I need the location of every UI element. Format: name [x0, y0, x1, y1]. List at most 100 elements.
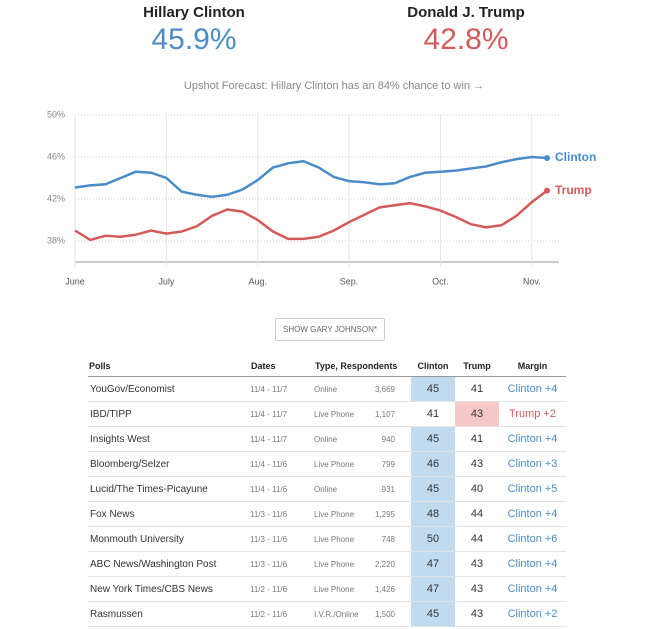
margin: Trump +2 [499, 401, 566, 427]
column-header: Dates [250, 355, 314, 377]
column-header: Type, Respondents [314, 355, 411, 377]
poll-name: Bloomberg/Selzer [88, 451, 250, 477]
poll-name: Monmouth University [88, 526, 250, 552]
poll-respondents: 748 [381, 534, 395, 544]
margin: Clinton +5 [499, 476, 566, 502]
x-tick-label: July [158, 276, 175, 286]
poll-type-text: Live Phone [314, 584, 355, 594]
poll-type: I.V.R./Online 1,500 [314, 601, 411, 627]
poll-type-text: Live Phone [314, 534, 355, 544]
show-johnson-button[interactable]: SHOW GARY JOHNSON* [275, 318, 385, 341]
poll-row: Bloomberg/Selzer 11/4 - 11/6 Live Phone 799… [88, 451, 566, 477]
trump-pct: 43 [455, 401, 499, 427]
poll-respondents: 2,220 [374, 559, 395, 569]
x-tick-label: Aug. [248, 276, 267, 286]
column-header: Polls [88, 355, 250, 377]
poll-name: New York Times/CBS News [88, 576, 250, 602]
series-line [74, 155, 548, 199]
poll-type-text: I.V.R./Online [314, 609, 359, 619]
poll-row: Fox News 11/3 - 11/6 Live Phone 1,295 48 44 Cl… [88, 501, 566, 527]
poll-row: Lucid/The Times-Picayune 11/4 - 11/6 Onlin… [88, 476, 566, 502]
poll-row: ABC News/Washington Post 11/3 - 11/6 Live … [88, 551, 566, 577]
x-tick-label: Sep. [340, 276, 359, 286]
end-point [544, 187, 550, 194]
trump-pct: 43 [455, 551, 499, 577]
poll-type: Live Phone 748 [314, 526, 411, 552]
poll-type: Live Phone 799 [314, 451, 411, 477]
poll-respondents: 1,107 [374, 409, 395, 419]
clinton-pct: 48 [411, 501, 455, 527]
candidate: Hillary Clinton 45.9% [94, 4, 294, 57]
margin: Clinton +4 [499, 501, 566, 527]
poll-dates: 11/4 - 11/6 [250, 476, 314, 502]
clinton-pct: 46 [411, 451, 455, 477]
margin: Clinton +4 [499, 376, 566, 402]
poll-table: Polls Dates Type, Respondents Clinton Trump M… [88, 355, 566, 627]
end-point [544, 155, 550, 162]
poll-type: Live Phone 1,426 [314, 576, 411, 602]
poll-row: Rasmussen 11/2 - 11/6 I.V.R./Online 1,500 45… [88, 601, 566, 627]
trump-pct: 41 [455, 376, 499, 402]
poll-name: Insights West [88, 426, 250, 452]
poll-dates: 11/4 - 11/7 [250, 376, 314, 402]
poll-type: Live Phone 1,295 [314, 501, 411, 527]
poll-dates: 11/2 - 11/6 [250, 576, 314, 602]
poll-name: Fox News [88, 501, 250, 527]
poll-row: Monmouth University 11/3 - 11/6 Live Phone… [88, 526, 566, 552]
series-line [74, 189, 548, 242]
clinton-pct: 45 [411, 601, 455, 627]
poll-name: ABC News/Washington Post [88, 551, 250, 577]
trump-pct: 40 [455, 476, 499, 502]
clinton-pct: 50 [411, 526, 455, 552]
clinton-pct: 47 [411, 551, 455, 577]
poll-type: Online 3,669 [314, 376, 411, 402]
trump-pct: 43 [455, 601, 499, 627]
clinton-pct: 47 [411, 576, 455, 602]
margin: Clinton +4 [499, 551, 566, 577]
y-tick-label: 50% [47, 109, 65, 119]
candidate-name: Hillary Clinton [143, 4, 245, 21]
poll-type-text: Live Phone [314, 509, 355, 519]
poll-respondents: 1,426 [374, 584, 395, 594]
trump-pct: 44 [455, 501, 499, 527]
y-tick-label: 46% [47, 151, 65, 161]
margin: Clinton +4 [499, 576, 566, 602]
clinton-pct: 41 [411, 401, 455, 427]
poll-dates: 11/4 - 11/6 [250, 451, 314, 477]
margin: Clinton +4 [499, 426, 566, 452]
poll-name: YouGov/Economist [88, 376, 250, 402]
poll-respondents: 1,295 [374, 509, 395, 519]
poll-dates: 11/4 - 11/7 [250, 401, 314, 427]
series-label: Trump [555, 183, 592, 197]
poll-dates: 11/3 - 11/6 [250, 501, 314, 527]
column-header: Margin [499, 355, 566, 377]
x-tick-label: Oct. [432, 276, 449, 286]
poll-type-text: Live Phone [314, 409, 355, 419]
poll-row: Insights West 11/4 - 11/7 Online 940 45 41 Cli… [88, 426, 566, 452]
clinton-pct: 45 [411, 476, 455, 502]
candidate: Donald J. Trump 42.8% [366, 4, 566, 57]
chart: 38% 42% 46% 50% June July Aug. Sep. Oct. Nov. Clin… [47, 109, 596, 286]
poll-respondents: 3,669 [374, 384, 395, 394]
candidate-percent: 42.8% [423, 23, 509, 56]
y-tick-label: 38% [47, 235, 65, 245]
poll-type: Online 940 [314, 426, 411, 452]
poll-type: Online 931 [314, 476, 411, 502]
candidate-name: Donald J. Trump [407, 4, 525, 21]
poll-type-text: Online [314, 484, 338, 494]
poll-name: Rasmussen [88, 601, 250, 627]
poll-dates: 11/2 - 11/6 [250, 601, 314, 627]
y-tick-label: 42% [47, 193, 65, 203]
poll-type-text: Online [314, 384, 338, 394]
column-header: Trump [455, 355, 499, 377]
clinton-pct: 45 [411, 376, 455, 402]
poll-name: Lucid/The Times-Picayune [88, 476, 250, 502]
column-header: Clinton [411, 355, 455, 377]
poll-respondents: 931 [381, 484, 395, 494]
poll-name: IBD/TIPP [88, 401, 250, 427]
forecast-link[interactable]: Upshot Forecast: Hillary Clinton has an … [183, 80, 485, 92]
margin: Clinton +6 [499, 526, 566, 552]
trump-pct: 44 [455, 526, 499, 552]
table-header: Polls Dates Type, Respondents Clinton Trump M… [88, 355, 566, 377]
poll-type: Live Phone 1,107 [314, 401, 411, 427]
